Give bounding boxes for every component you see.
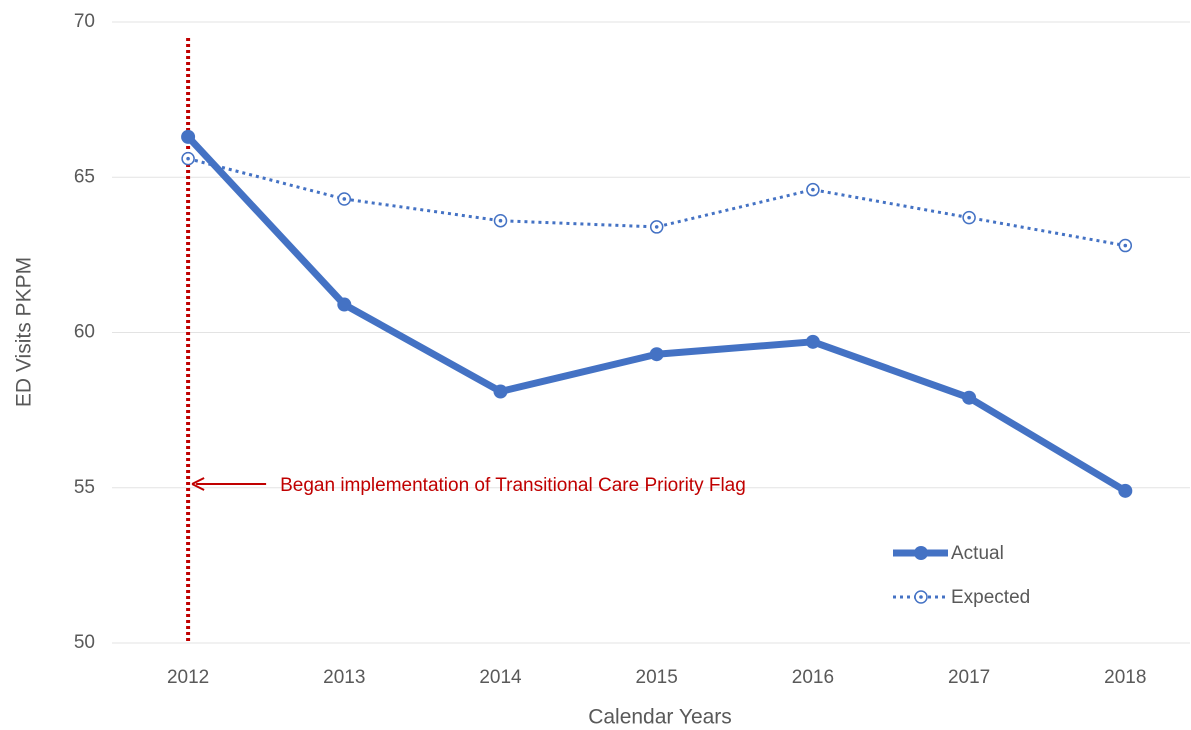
point [181, 129, 196, 144]
legend-dot [919, 595, 923, 599]
point [649, 347, 664, 362]
point-dot [654, 225, 659, 229]
point [962, 390, 977, 405]
point-dot [498, 218, 503, 223]
legend-marker [914, 546, 928, 560]
x-axis-title: Calendar Years [588, 706, 732, 729]
point-dot [967, 215, 971, 220]
legend-label: Expected [951, 587, 1030, 608]
point-dot [342, 197, 347, 201]
annotation: Began implementation of Transitional Car… [280, 475, 746, 496]
x-tick-label: 2017 [948, 667, 990, 688]
annotation-arrowhead [191, 477, 205, 491]
point-dot [811, 187, 815, 192]
point-dot [1123, 243, 1128, 248]
point [337, 297, 352, 312]
x-tick-label: 2018 [1104, 667, 1146, 688]
x-tick-label: 2013 [323, 667, 365, 688]
y-tick-label: 60 [74, 322, 95, 343]
y-tick-label: 65 [74, 166, 95, 187]
point-dot [186, 156, 190, 161]
series-line [184, 133, 1129, 495]
x-tick-label: 2015 [636, 667, 678, 688]
x-tick-label: 2016 [792, 667, 834, 688]
point [493, 384, 508, 399]
point [805, 334, 820, 349]
y-tick-label: 55 [74, 477, 95, 498]
point [1118, 483, 1133, 498]
y-axis-title: ED Visits PKPM [13, 257, 36, 407]
legend-label: Actual [951, 543, 1004, 564]
y-tick-label: 50 [74, 632, 95, 653]
x-tick-label: 2012 [167, 667, 209, 688]
y-tick-label: 70 [74, 11, 95, 32]
x-tick-label: 2014 [479, 667, 522, 688]
